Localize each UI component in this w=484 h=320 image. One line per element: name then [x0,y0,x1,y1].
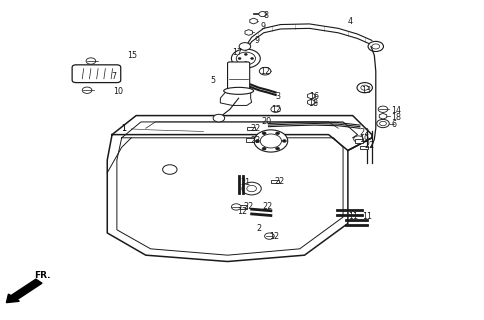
Circle shape [372,44,379,49]
Text: 9: 9 [255,36,260,44]
Circle shape [357,83,372,93]
Text: 18: 18 [391,113,401,122]
Circle shape [236,52,256,65]
Text: 22: 22 [364,140,375,149]
Circle shape [260,134,282,148]
Text: 1: 1 [121,124,126,133]
Circle shape [244,53,247,55]
Text: 3: 3 [276,92,281,101]
Circle shape [82,87,92,93]
Text: 20: 20 [261,117,272,126]
Polygon shape [379,113,387,119]
Text: 22: 22 [263,203,273,212]
Circle shape [368,41,383,52]
Text: 4: 4 [348,17,353,26]
Text: 12: 12 [270,232,280,241]
Text: 15: 15 [127,51,137,60]
Bar [361,146,368,149]
Circle shape [213,114,225,122]
Circle shape [265,233,274,239]
Text: 22: 22 [251,124,261,133]
Circle shape [377,119,389,128]
FancyArrow shape [6,279,42,303]
Text: 6: 6 [391,120,396,129]
Circle shape [251,58,254,60]
Circle shape [259,68,271,75]
Circle shape [254,130,287,152]
Polygon shape [307,93,315,99]
Text: 7: 7 [111,72,116,81]
Polygon shape [245,30,253,35]
Text: 16: 16 [309,92,319,101]
Circle shape [163,165,177,174]
Polygon shape [250,18,257,24]
Text: 10: 10 [113,87,123,96]
Circle shape [231,204,241,210]
Text: 5: 5 [211,76,216,85]
Text: 17: 17 [232,48,242,57]
Text: FR.: FR. [34,271,51,280]
Polygon shape [307,100,315,105]
Circle shape [239,43,251,50]
Text: 1: 1 [121,124,126,133]
Text: 12: 12 [260,67,270,76]
Text: 11: 11 [348,212,358,221]
Text: 22: 22 [359,128,369,137]
Bar [240,205,247,209]
Bar [355,140,363,142]
Circle shape [238,58,241,60]
Circle shape [259,12,267,17]
Text: 2: 2 [257,224,261,233]
Text: 22: 22 [250,135,260,145]
Circle shape [379,121,386,126]
Circle shape [86,58,96,64]
Circle shape [247,185,257,192]
Circle shape [271,106,281,112]
Text: 22: 22 [275,177,285,186]
FancyBboxPatch shape [227,62,250,92]
Bar [246,139,254,142]
Text: 9: 9 [260,22,265,31]
Text: 13: 13 [362,86,371,95]
Circle shape [361,85,368,90]
Bar [271,180,279,183]
Text: 19: 19 [359,135,369,144]
Ellipse shape [224,87,254,94]
Text: 21: 21 [241,178,251,187]
Text: 18: 18 [308,99,318,108]
Text: 8: 8 [264,11,269,20]
Circle shape [354,136,363,142]
Circle shape [242,182,261,195]
Bar [247,127,255,131]
Text: 12: 12 [271,105,281,114]
Circle shape [262,132,266,134]
FancyBboxPatch shape [72,65,121,83]
Circle shape [262,148,266,150]
Text: 11: 11 [363,212,372,221]
Circle shape [276,148,280,150]
Circle shape [244,62,247,64]
Circle shape [378,106,388,112]
Circle shape [283,140,286,142]
Text: 12: 12 [237,207,247,216]
Circle shape [231,49,260,68]
Text: 22: 22 [243,203,254,212]
Text: 14: 14 [391,106,401,115]
Circle shape [256,140,259,142]
Circle shape [276,132,280,134]
